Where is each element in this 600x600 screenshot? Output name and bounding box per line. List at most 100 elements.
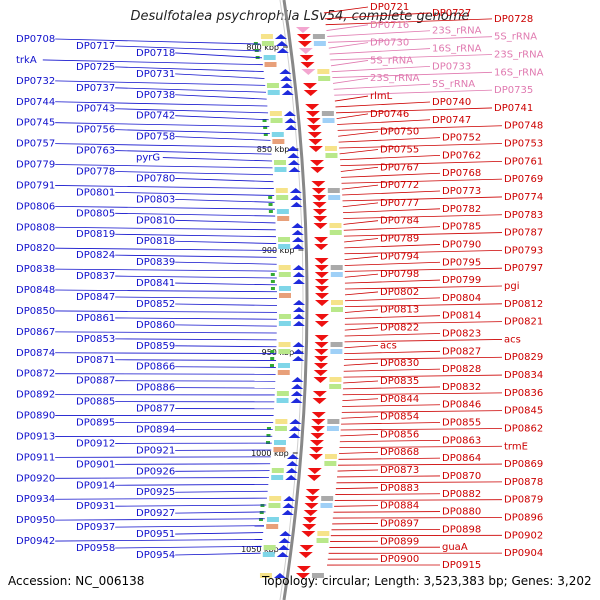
gene-label-right: DP0730 xyxy=(370,38,409,49)
leader-line-right xyxy=(343,380,379,384)
rna-marker xyxy=(258,518,263,521)
rna-marker xyxy=(266,427,271,430)
leader-line-left xyxy=(55,373,276,375)
leader-line-right xyxy=(344,279,441,284)
plus-strand-arrow xyxy=(308,139,323,145)
minus-strand-arrow xyxy=(288,433,301,438)
gene-label-right: DP0854 xyxy=(380,412,419,423)
plus-strand-arrow xyxy=(295,573,310,579)
leader-line-left xyxy=(55,247,277,251)
minus-strand-arrow xyxy=(291,384,304,389)
gene-category-block xyxy=(259,573,272,578)
leader-line-left xyxy=(115,317,277,320)
gene-label-left: DP0732 xyxy=(16,76,55,87)
gene-label-left: DP0780 xyxy=(136,173,175,184)
leader-line-left xyxy=(175,52,263,59)
leader-line-left xyxy=(115,525,264,528)
plus-strand-arrow xyxy=(312,202,327,208)
gene-category-block xyxy=(266,524,279,529)
leader-line-right xyxy=(342,202,379,208)
leader-line-right xyxy=(338,131,379,137)
leader-line-right xyxy=(343,368,441,372)
gene-label-left: DP0931 xyxy=(76,501,115,512)
minus-strand-arrow xyxy=(289,188,302,193)
label-layer: DP0708 DP0717 DP0718 trkA DP0725 DP0731 DP0732… xyxy=(16,2,544,571)
plus-strand-arrow xyxy=(311,419,326,425)
leader-line-left xyxy=(55,539,263,542)
gene-label-left: DP0718 xyxy=(136,48,175,59)
minus-strand-arrow xyxy=(291,237,304,242)
gene-label-left: DP0839 xyxy=(136,257,175,268)
leader-line-right xyxy=(342,190,441,196)
gene-category-block xyxy=(266,83,279,88)
gene-label-right: DP0822 xyxy=(380,323,419,334)
leader-line-left xyxy=(55,477,269,479)
plus-strand-arrow xyxy=(311,188,326,194)
plus-strand-arrow xyxy=(305,104,320,110)
gene-label-right: 23S_rRNA xyxy=(432,26,482,37)
gene-label-left: DP0779 xyxy=(16,160,55,171)
leader-line-right xyxy=(344,356,503,360)
plus-strand-arrow xyxy=(301,69,316,75)
gene-category-block xyxy=(330,307,343,312)
gene-label-right: DP0727 xyxy=(432,8,471,19)
plus-strand-arrow xyxy=(314,335,329,341)
gene-label-left: DP0820 xyxy=(16,243,55,254)
leader-line-right xyxy=(342,398,379,401)
leader-line-left xyxy=(115,171,274,176)
gene-label-right: DP0772 xyxy=(380,180,419,191)
gene-label-right: DP0762 xyxy=(442,150,481,161)
minus-strand-arrow xyxy=(287,153,300,158)
gene-label-right: DP0746 xyxy=(370,109,409,120)
gene-label-left: DP0921 xyxy=(136,445,175,456)
gene-label-right: DP0750 xyxy=(380,127,419,138)
minus-strand-arrow xyxy=(288,426,301,431)
gene-label-left: DP0763 xyxy=(76,146,115,157)
accession-text: Accession: NC_006138 xyxy=(8,574,145,588)
gene-category-block xyxy=(322,118,335,123)
gene-label-right: DP0802 xyxy=(380,287,419,298)
leader-line-right xyxy=(341,184,379,190)
minus-strand-arrow xyxy=(291,230,304,235)
gene-label-right: DP0777 xyxy=(380,198,419,209)
gene-label-left: DP0791 xyxy=(16,180,55,191)
leader-line-right xyxy=(339,143,503,149)
plus-strand-arrow xyxy=(310,433,325,439)
gene-category-block xyxy=(317,69,330,74)
leader-line-right xyxy=(324,12,431,20)
leader-line-right xyxy=(336,475,441,478)
gene-category-block xyxy=(277,370,290,375)
rna-marker xyxy=(270,350,275,353)
gene-label-right: DP0799 xyxy=(442,275,481,286)
gene-label-right: DP0879 xyxy=(504,495,543,506)
gene-label-right: DP0832 xyxy=(442,382,481,393)
gene-label-left: DP0838 xyxy=(16,264,55,275)
gene-label-right: DP0789 xyxy=(380,234,419,245)
plus-strand-arrow xyxy=(309,447,324,453)
gene-category-block xyxy=(324,454,337,459)
rna-marker xyxy=(263,133,268,136)
leader-line-left xyxy=(115,150,272,155)
gene-label-right: DP0798 xyxy=(380,269,419,280)
leader-line-left xyxy=(162,157,273,162)
plus-strand-arrow xyxy=(314,258,329,264)
leader-line-right xyxy=(342,392,503,396)
plus-strand-arrow xyxy=(309,160,324,166)
rna-marker xyxy=(270,273,275,276)
leader-line-right xyxy=(337,125,503,131)
rna-marker xyxy=(262,119,267,122)
plus-strand-arrow xyxy=(314,272,329,278)
minus-strand-arrow xyxy=(279,69,292,74)
gene-label-right: acs xyxy=(380,340,397,351)
gene-label-right: 23S_rRNA xyxy=(370,73,420,84)
tick-label: 800 kbp xyxy=(246,43,279,52)
minus-strand-arrow xyxy=(280,83,293,88)
leader-line-left xyxy=(55,205,275,210)
gene-label-right: DP0753 xyxy=(504,139,543,150)
leader-line-left xyxy=(175,94,267,100)
plus-strand-arrow xyxy=(296,566,311,572)
leader-line-right xyxy=(344,273,379,278)
rna-marker xyxy=(268,196,273,199)
leader-line-left xyxy=(175,470,270,472)
plus-strand-arrow xyxy=(312,398,327,404)
